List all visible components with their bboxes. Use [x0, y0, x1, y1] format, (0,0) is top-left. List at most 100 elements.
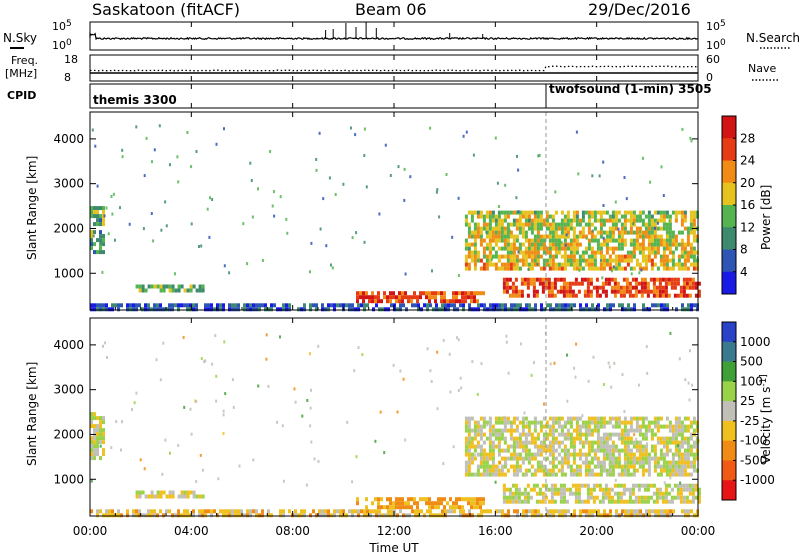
- echo-cell: [509, 420, 513, 425]
- echo-cell: [539, 444, 543, 449]
- echo-cell: [103, 214, 106, 218]
- echo-cell: [598, 174, 601, 178]
- echo-cell: [515, 226, 519, 231]
- echo-cell: [640, 281, 644, 286]
- echo-cell: [428, 295, 431, 300]
- echo-cell: [644, 428, 648, 433]
- echo-cell: [461, 291, 464, 296]
- echo-cell: [680, 266, 684, 271]
- echo-cell: [321, 307, 324, 312]
- echo-cell: [597, 307, 600, 312]
- echo-cell: [174, 303, 177, 308]
- echo-cell: [534, 513, 537, 518]
- echo-cell: [641, 448, 645, 453]
- echo-cell: [527, 420, 531, 425]
- echo-cell: [525, 513, 528, 518]
- echo-cell: [602, 452, 606, 457]
- echo-cell: [390, 303, 393, 308]
- echo-cell: [597, 509, 600, 514]
- echo-cell: [617, 460, 621, 465]
- echo-cell: [207, 303, 210, 308]
- echo-cell: [652, 499, 656, 504]
- echo-cell: [614, 460, 618, 465]
- echo-cell: [647, 468, 651, 473]
- echo-cell: [106, 356, 108, 359]
- echo-cell: [688, 293, 692, 298]
- echo-cell: [652, 483, 656, 488]
- echo-cell: [663, 307, 666, 312]
- echo-cell: [579, 307, 582, 312]
- echo-cell: [574, 499, 578, 504]
- echo-cell: [545, 424, 549, 429]
- echo-cell: [617, 266, 621, 271]
- echo-cell: [622, 289, 626, 294]
- y-tick-label: 1000: [53, 266, 84, 280]
- echo-cell: [101, 270, 104, 274]
- echo-cell: [255, 307, 258, 312]
- echo-cell: [677, 424, 681, 429]
- echo-cell: [572, 468, 576, 473]
- echo-cell: [563, 238, 567, 243]
- echo-cell: [525, 303, 528, 308]
- echo-cell: [530, 266, 534, 271]
- echo-cell: [156, 490, 160, 495]
- echo-cell: [602, 160, 605, 164]
- echo-cell: [186, 513, 189, 518]
- echo-cell: [587, 242, 591, 247]
- echo-cell: [610, 487, 614, 492]
- echo-cell: [310, 440, 313, 444]
- echo-cell: [587, 218, 591, 223]
- echo-cell: [192, 303, 195, 308]
- echo-cell: [641, 472, 645, 477]
- echo-cell: [464, 262, 468, 267]
- echo-cell: [650, 226, 654, 231]
- echo-cell: [611, 214, 615, 219]
- echo-cell: [613, 293, 617, 298]
- echo-cell: [653, 460, 657, 465]
- echo-cell: [560, 464, 564, 469]
- echo-cell: [494, 420, 498, 425]
- echo-cell: [265, 333, 268, 337]
- echo-cell: [569, 472, 573, 477]
- echo-cell: [527, 254, 531, 259]
- echo-cell: [566, 210, 570, 215]
- echo-cell: [650, 420, 654, 425]
- echo-cell: [656, 440, 660, 445]
- echo-cell: [632, 242, 636, 247]
- echo-cell: [491, 214, 495, 219]
- echo-cell: [545, 234, 549, 239]
- echo-cell: [426, 509, 429, 514]
- echo-cell: [162, 513, 165, 518]
- echo-cell: [279, 509, 282, 514]
- echo-cell: [668, 226, 672, 231]
- echo-cell: [102, 432, 105, 437]
- echo-cell: [669, 476, 672, 480]
- echo-cell: [656, 250, 660, 255]
- echo-cell: [559, 483, 563, 488]
- echo-cell: [494, 222, 498, 227]
- echo-cell: [521, 424, 525, 429]
- echo-cell: [592, 355, 595, 359]
- echo-cell: [689, 262, 693, 267]
- echo-cell: [563, 448, 567, 453]
- echo-cell: [617, 456, 621, 461]
- echo-cell: [491, 432, 495, 437]
- echo-cell: [500, 230, 504, 235]
- echo-cell: [663, 513, 666, 518]
- echo-cell: [577, 491, 581, 496]
- echo-cell: [659, 472, 663, 477]
- echo-cell: [611, 460, 615, 465]
- echo-cell: [586, 277, 590, 282]
- echo-cell: [476, 291, 479, 296]
- echo-cell: [622, 491, 626, 496]
- echo-cell: [318, 513, 321, 518]
- echo-cell: [399, 369, 402, 373]
- echo-cell: [667, 499, 671, 504]
- echo-cell: [497, 416, 501, 421]
- echo-cell: [598, 499, 602, 504]
- echo-cell: [117, 307, 120, 312]
- echo-cell: [431, 505, 434, 510]
- echo-cell: [467, 266, 471, 271]
- echo-cell: [587, 254, 591, 259]
